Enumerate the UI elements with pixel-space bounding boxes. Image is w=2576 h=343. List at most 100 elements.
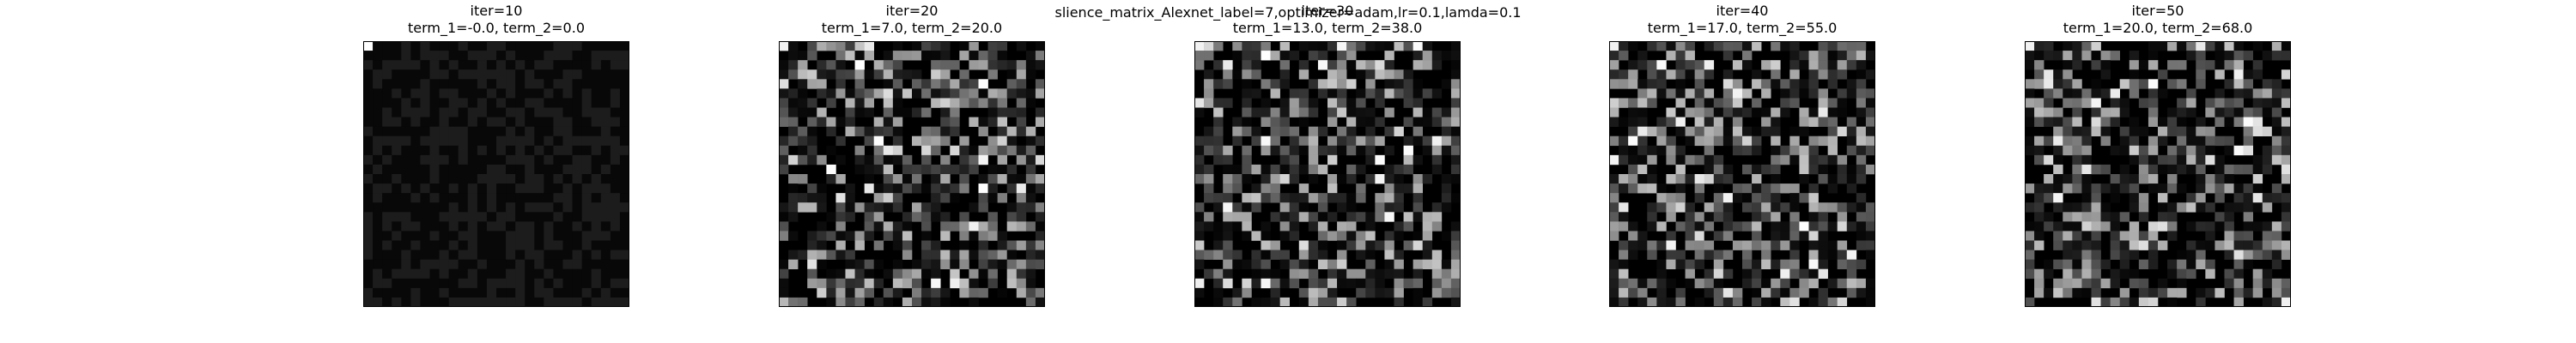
heatmap-cell bbox=[1232, 259, 1242, 270]
heatmap-cell bbox=[2196, 221, 2206, 232]
heatmap-cell bbox=[515, 117, 526, 127]
heatmap-cell bbox=[1827, 79, 1838, 89]
heatmap-cell bbox=[1413, 79, 1424, 89]
heatmap-cell bbox=[1289, 212, 1300, 222]
heatmap-cell bbox=[534, 278, 544, 289]
heatmap-cell bbox=[581, 69, 592, 80]
heatmap-cell bbox=[619, 174, 629, 184]
heatmap-cell bbox=[2196, 60, 2206, 70]
heatmap-cell bbox=[1337, 41, 1347, 51]
heatmap-cell bbox=[2034, 240, 2044, 250]
heatmap-cell bbox=[1384, 107, 1394, 117]
heatmap-cell bbox=[912, 287, 922, 298]
heatmap-cell bbox=[2091, 297, 2101, 307]
heatmap-cell bbox=[2262, 268, 2273, 280]
heatmap-cell bbox=[2110, 51, 2121, 61]
heatmap-cell bbox=[1223, 268, 1233, 280]
heatmap-cell bbox=[1413, 41, 1424, 51]
heatmap-cell bbox=[581, 240, 592, 250]
heatmap-cell bbox=[1289, 107, 1300, 117]
heatmap-cell bbox=[1865, 107, 1875, 117]
heatmap-cell bbox=[525, 240, 535, 250]
heatmap-cell bbox=[1375, 193, 1385, 203]
heatmap-cell bbox=[1289, 221, 1300, 232]
heatmap-cell bbox=[1279, 69, 1291, 80]
heatmap-cell bbox=[2177, 117, 2187, 127]
heatmap-frame bbox=[779, 41, 1045, 307]
heatmap-cell bbox=[1337, 174, 1347, 184]
heatmap-cell bbox=[1789, 231, 1800, 241]
heatmap-cell bbox=[382, 126, 392, 137]
heatmap-cell bbox=[1656, 145, 1667, 156]
heatmap-cell bbox=[486, 278, 497, 289]
heatmap-cell bbox=[921, 287, 932, 298]
heatmap-cell bbox=[610, 297, 621, 307]
heatmap-cell bbox=[826, 174, 836, 184]
heatmap-cell bbox=[562, 41, 573, 51]
heatmap-cell bbox=[1722, 41, 1734, 51]
heatmap-cell bbox=[610, 145, 621, 156]
heatmap-cell bbox=[854, 154, 865, 165]
heatmap-cell bbox=[902, 231, 913, 241]
heatmap-cell bbox=[1619, 174, 1629, 184]
heatmap-cell bbox=[1647, 126, 1657, 137]
heatmap-cell bbox=[534, 126, 544, 137]
heatmap-cell bbox=[1242, 51, 1252, 61]
heatmap-cell bbox=[2091, 117, 2101, 127]
heatmap-cell bbox=[883, 193, 894, 203]
heatmap-cell bbox=[2091, 202, 2101, 213]
heatmap-cell bbox=[2148, 231, 2159, 241]
heatmap-cell bbox=[2044, 212, 2054, 222]
heatmap-cell bbox=[1441, 193, 1452, 203]
heatmap-cell bbox=[2158, 117, 2168, 127]
heatmap-cell bbox=[2100, 278, 2111, 289]
heatmap-cell bbox=[1403, 79, 1413, 89]
heatmap-cell bbox=[1685, 212, 1695, 222]
heatmap-cell bbox=[600, 278, 611, 289]
heatmap-cell bbox=[486, 193, 497, 203]
heatmap-cell bbox=[987, 184, 998, 194]
heatmap-cell bbox=[987, 88, 998, 99]
heatmap-cell bbox=[1356, 88, 1366, 99]
heatmap-cell bbox=[1856, 164, 1867, 175]
heatmap-cell bbox=[496, 268, 507, 280]
heatmap-cell bbox=[2110, 193, 2121, 203]
heatmap-cell bbox=[467, 184, 478, 194]
heatmap-cell bbox=[496, 184, 507, 194]
heatmap-cell bbox=[1742, 60, 1753, 70]
heatmap-cell bbox=[506, 88, 516, 99]
heatmap-cell bbox=[1865, 240, 1875, 250]
heatmap-cell bbox=[1356, 135, 1366, 147]
heatmap-cell bbox=[382, 259, 392, 270]
heatmap-cell bbox=[779, 135, 789, 147]
heatmap-cell bbox=[835, 51, 846, 61]
heatmap-cell bbox=[978, 202, 988, 213]
heatmap-cell bbox=[969, 88, 979, 99]
heatmap-cell bbox=[1394, 259, 1404, 270]
heatmap-cell bbox=[401, 88, 411, 99]
heatmap-cell bbox=[1413, 98, 1424, 108]
heatmap-cell bbox=[835, 60, 846, 70]
heatmap-cell bbox=[420, 126, 430, 137]
heatmap-cell bbox=[1194, 60, 1205, 70]
heatmap-cell bbox=[363, 69, 374, 80]
heatmap-cell bbox=[1752, 164, 1762, 175]
heatmap-cell bbox=[420, 41, 430, 51]
heatmap-cell bbox=[2091, 98, 2101, 108]
heatmap-cell bbox=[1619, 41, 1629, 51]
heatmap-cell bbox=[817, 41, 827, 51]
heatmap-cell bbox=[477, 268, 488, 280]
heatmap-cell bbox=[2186, 164, 2196, 175]
heatmap-cell bbox=[1025, 145, 1036, 156]
heatmap-cell bbox=[1675, 287, 1686, 298]
heatmap-cell bbox=[835, 268, 846, 280]
heatmap-cell bbox=[788, 154, 799, 165]
heatmap-cell bbox=[1384, 287, 1394, 298]
heatmap-cell bbox=[2034, 117, 2044, 127]
heatmap-cell bbox=[1865, 51, 1875, 61]
heatmap-cell bbox=[2110, 145, 2121, 156]
heatmap-cell bbox=[1375, 41, 1385, 51]
heatmap-cell bbox=[1346, 60, 1357, 70]
heatmap-cell bbox=[1365, 107, 1376, 117]
heatmap-cell bbox=[439, 41, 449, 51]
